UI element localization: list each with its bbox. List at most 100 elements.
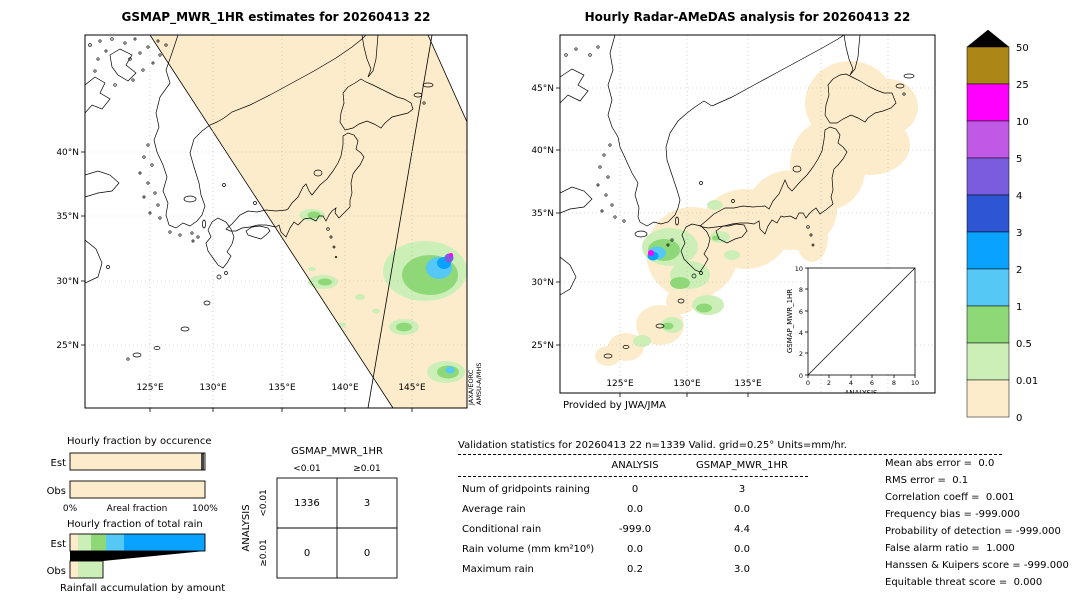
inset-y-tick: 4 — [799, 329, 803, 337]
gsmap-value: 0.0 — [734, 504, 750, 515]
divider — [458, 476, 808, 477]
obs-label: Obs — [47, 486, 66, 497]
col-label: ≥0.01 — [353, 464, 381, 474]
validation-header-row: ANALYSIS GSMAP_MWR_1HR — [458, 460, 818, 476]
stat-label: Mean abs error = — [885, 458, 973, 469]
occurrence-title: Hourly fraction by occurence — [67, 436, 211, 447]
lat-label: 30°N — [56, 277, 79, 287]
lon-label: 135°E — [734, 379, 762, 389]
contingency-title: GSMAP_MWR_1HR — [291, 446, 383, 457]
validation-row: Rain volume (mm km²10⁶) 0.0 0.0 — [458, 544, 818, 560]
sensor-note: AMSU-A/MHS — [475, 363, 483, 405]
lon-label: 135°E — [268, 383, 296, 393]
fraction-panel: Hourly fraction by occurence Est Obs 0% … — [47, 436, 226, 594]
row-axis-label: ANALYSIS — [241, 504, 252, 551]
inset-y-tick: 0 — [799, 372, 803, 380]
stat-label: Correlation coeff = — [885, 492, 980, 503]
coastlines — [85, 35, 434, 361]
svg-text:5: 5 — [1016, 154, 1022, 165]
stat-value: 0.000 — [1013, 577, 1043, 588]
col-header-gsmap: GSMAP_MWR_1HR — [696, 460, 788, 471]
validation-row: Maximum rain 0.2 3.0 — [458, 564, 818, 580]
stat-label: Hanssen & Kuipers score = — [885, 560, 1021, 571]
axis-ticks — [556, 87, 749, 397]
obs-total-rain-bar — [69, 560, 104, 579]
validation-row: Num of gridpoints raining 0 3 — [458, 484, 818, 500]
stat-label: Frequency bias = — [885, 509, 972, 520]
analysis-value: -999.0 — [618, 524, 652, 535]
lat-label: 40°N — [56, 148, 79, 158]
lat-label: 35°N — [531, 209, 554, 219]
cell-value: 3 — [364, 498, 370, 509]
stat-line: Equitable threat score = 0.000 — [885, 577, 1042, 588]
stat-line: Probability of detection = -999.000 — [885, 526, 1061, 537]
inset-x-label: ANALYSIS — [844, 389, 878, 397]
col-label: <0.01 — [293, 464, 321, 474]
lat-label: 40°N — [531, 146, 554, 156]
est-label: Est — [51, 539, 67, 550]
stat-line: Mean abs error = 0.0 — [885, 458, 994, 469]
inset-y-label: GSMAP_MWR_1HR — [786, 289, 794, 353]
credit-note: Provided by JWA/JMA — [563, 400, 666, 411]
svg-text:0.01: 0.01 — [1016, 376, 1038, 387]
lat-label: 45°N — [531, 84, 554, 94]
svg-text:1: 1 — [1016, 302, 1022, 313]
gsmap-value: 4.4 — [734, 524, 750, 535]
map-frame — [84, 34, 468, 409]
left-map-title: GSMAP_MWR_1HR estimates for 20260413 22 — [121, 10, 431, 24]
stat-label: Probability of detection = — [885, 526, 1013, 537]
validation-row: Average rain 0.0 0.0 — [458, 504, 818, 520]
inset-y-tick: 6 — [799, 308, 803, 316]
metric-label: Maximum rain — [462, 564, 534, 575]
colorbar-cells — [966, 46, 1010, 418]
stat-line: False alarm ratio = 1.000 — [885, 543, 1015, 554]
divider — [458, 454, 1002, 455]
svg-text:50: 50 — [1016, 43, 1029, 54]
stat-value: 1.000 — [986, 543, 1015, 554]
inset-y-tick: 8 — [799, 286, 803, 294]
stat-label: False alarm ratio = — [885, 543, 980, 554]
lon-label: 140°E — [331, 383, 359, 393]
col-header-analysis: ANALYSIS — [611, 460, 659, 471]
satellite-swath — [150, 35, 467, 408]
row-label: ≥0.01 — [259, 539, 269, 567]
stat-line: Correlation coeff = 0.001 — [885, 492, 1015, 503]
obs-label: Obs — [47, 566, 66, 577]
analysis-value: 0.0 — [627, 544, 643, 555]
inset-x-tick: 10 — [911, 379, 919, 387]
precipitation-blobs — [299, 209, 467, 383]
metric-label: Num of gridpoints raining — [462, 484, 590, 495]
svg-text:10: 10 — [1016, 117, 1029, 128]
sensor-note: JAXA/EORC — [467, 369, 475, 406]
contingency-table: GSMAP_MWR_1HR <0.01 ≥0.01 1336 3 0 0 ANA… — [241, 446, 398, 579]
analysis-value: 0 — [631, 484, 639, 495]
colorbar-labels: 50 25 10 5 4 3 2 1 0.5 0.01 0 — [1016, 43, 1038, 424]
est-occurrence-bar — [69, 452, 206, 471]
row-label: <0.01 — [259, 489, 269, 517]
cell-value: 1336 — [294, 498, 319, 509]
scatter-inset: 0 2 4 6 8 10 0 2 4 6 8 10 ANALYSIS GSMAP… — [786, 265, 919, 397]
stat-value: 0.1 — [952, 475, 969, 486]
stat-value: -999.000 — [975, 509, 1021, 520]
gsmap-value: 0.0 — [734, 544, 750, 555]
total-rain-title: Hourly fraction of total rain — [67, 519, 203, 530]
svg-text:25: 25 — [1016, 80, 1029, 91]
stat-value: -999.000 — [1015, 526, 1061, 537]
coastlines — [560, 35, 915, 359]
validation-row: Conditional rain -999.0 4.4 — [458, 524, 818, 540]
axis-max: 100% — [192, 504, 218, 514]
gsmap-estimate-map: 40°N 35°N 30°N 25°N 125°E 130°E 135°E 14… — [56, 34, 483, 412]
axis-ticks — [81, 151, 413, 412]
stat-line: Frequency bias = -999.000 — [885, 509, 1020, 520]
validation-title: Validation statistics for 20260413 22 n=… — [458, 440, 847, 451]
lat-label: 25°N — [531, 341, 554, 351]
inset-y-tick: 10 — [795, 265, 803, 273]
lat-label: 35°N — [56, 212, 79, 222]
precipitation-blobs — [633, 200, 740, 347]
stat-value: -999.000 — [1023, 560, 1069, 571]
svg-text:4: 4 — [1016, 191, 1022, 202]
gsmap-value: 3.0 — [734, 564, 750, 575]
metric-label: Conditional rain — [462, 524, 542, 535]
map-frame — [559, 34, 936, 394]
